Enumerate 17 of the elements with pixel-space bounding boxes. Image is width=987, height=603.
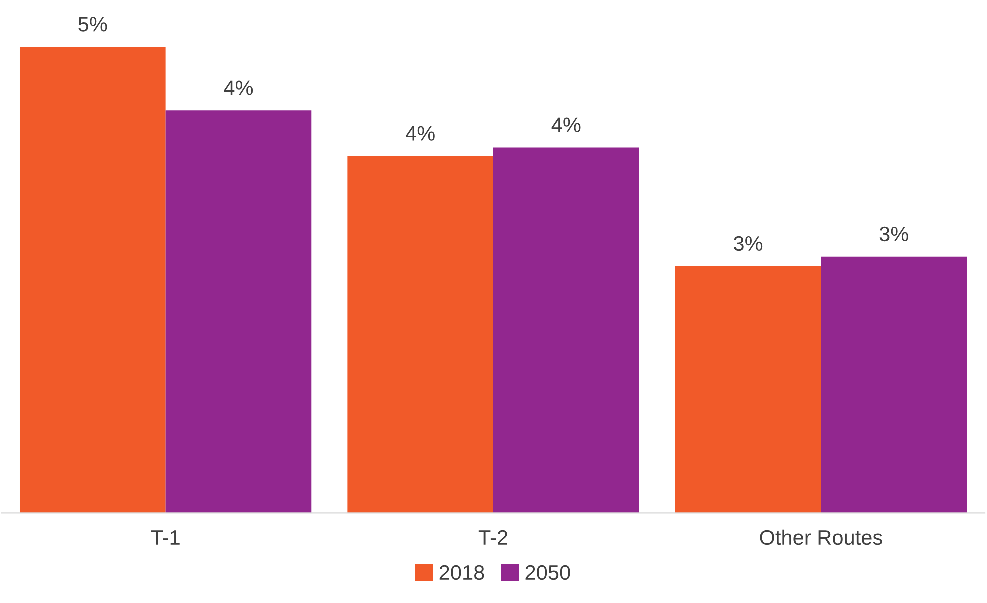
data-label: 3%: [734, 236, 763, 252]
legend-label: 2018: [440, 565, 484, 580]
bar: [20, 47, 166, 514]
data-label: 4%: [406, 126, 435, 141]
legend-label: 2050: [526, 565, 570, 580]
x-tick-label: T-2: [478, 530, 508, 545]
data-label: 4%: [552, 118, 581, 132]
bar: [348, 156, 494, 514]
x-tick-label: T-1: [151, 530, 180, 545]
data-label: 4%: [224, 80, 254, 96]
bar: [675, 266, 822, 514]
data-label: 5%: [78, 17, 108, 32]
x-tick-label: Other Routes: [760, 530, 882, 546]
bar: [821, 256, 968, 514]
data-label: 3%: [880, 226, 908, 242]
bar: [494, 148, 640, 514]
bar: [166, 110, 312, 514]
